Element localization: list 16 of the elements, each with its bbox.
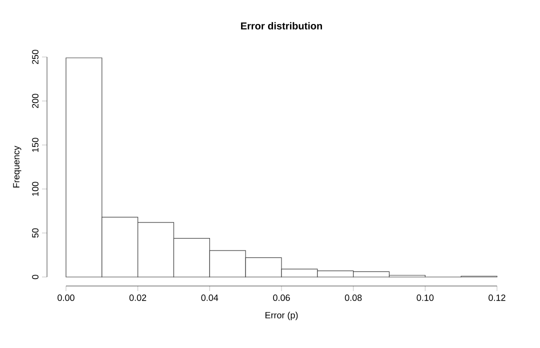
x-tick-label: 0.00: [58, 294, 74, 301]
chart-title: Error distribution: [241, 22, 322, 30]
x-tick-label: 0.08: [344, 294, 362, 301]
y-tick-label: 50: [32, 228, 38, 238]
x-tick-label: 0.12: [488, 294, 506, 301]
x-tick-label: 0.06: [273, 294, 290, 301]
y-tick-label: 0: [32, 274, 38, 280]
x-tick-label: 0.04: [201, 294, 218, 301]
y-tick-label: 100: [32, 182, 38, 196]
y-tick-label: 250: [32, 50, 38, 64]
y-tick-label: 150: [32, 138, 38, 152]
y-axis-title: Frequency: [13, 146, 22, 188]
x-tick-label: 0.02: [129, 294, 146, 301]
x-axis-title: Error (p): [265, 312, 298, 320]
y-tick-label: 200: [32, 94, 38, 108]
x-tick-label: 0.10: [416, 294, 434, 301]
